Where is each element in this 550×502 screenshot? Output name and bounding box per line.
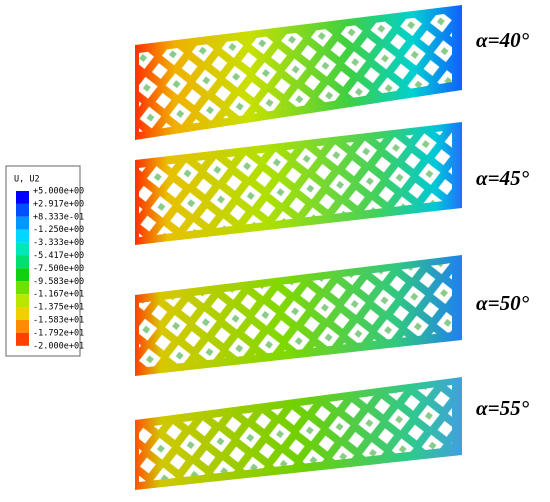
legend-swatch bbox=[16, 320, 29, 333]
legend-label: -1.583e+01 bbox=[33, 316, 84, 326]
legend-label: -3.333e+00 bbox=[33, 238, 84, 248]
legend-label: -1.792e+01 bbox=[33, 328, 84, 338]
legend-label: -1.167e+01 bbox=[33, 290, 84, 300]
legend-label: -5.417e+00 bbox=[33, 251, 84, 261]
legend-swatch bbox=[16, 203, 29, 217]
beam-cells bbox=[139, 130, 452, 237]
legend-label: -1.375e+01 bbox=[33, 303, 84, 313]
legend-swatch bbox=[16, 216, 29, 230]
beam-cells bbox=[139, 385, 452, 482]
panel-label: α=55° bbox=[476, 396, 530, 420]
legend-label: -2.000e+01 bbox=[33, 341, 84, 351]
legend-label: -9.583e+00 bbox=[33, 277, 84, 287]
legend-swatch bbox=[16, 268, 29, 282]
panel-label: α=45° bbox=[476, 166, 530, 190]
panel-label: α=40° bbox=[476, 28, 530, 52]
legend-swatch bbox=[16, 281, 29, 295]
legend-label: -7.500e+00 bbox=[33, 264, 84, 274]
legend-label: +8.333e-01 bbox=[33, 212, 84, 222]
legend-swatch bbox=[16, 307, 29, 320]
beams: α=40° α=45° α=50° α=55° bbox=[135, 5, 530, 490]
legend-swatch bbox=[16, 332, 29, 346]
legend-swatch bbox=[16, 255, 29, 269]
legend-swatch bbox=[16, 191, 29, 204]
legend-title: U, U2 bbox=[14, 175, 40, 185]
legend-swatch bbox=[16, 229, 29, 243]
legend-swatch bbox=[16, 242, 29, 256]
legend-swatch bbox=[16, 294, 29, 308]
legend: +5.000e+00 +2.917e+00 +8.333e-01 -1.250e+00… bbox=[16, 187, 84, 351]
legend-label: +2.917e+00 bbox=[33, 199, 84, 209]
legend-label: +5.000e+00 bbox=[33, 187, 84, 197]
panel-label: α=50° bbox=[476, 291, 530, 315]
legend-label: -1.250e+00 bbox=[33, 225, 84, 235]
